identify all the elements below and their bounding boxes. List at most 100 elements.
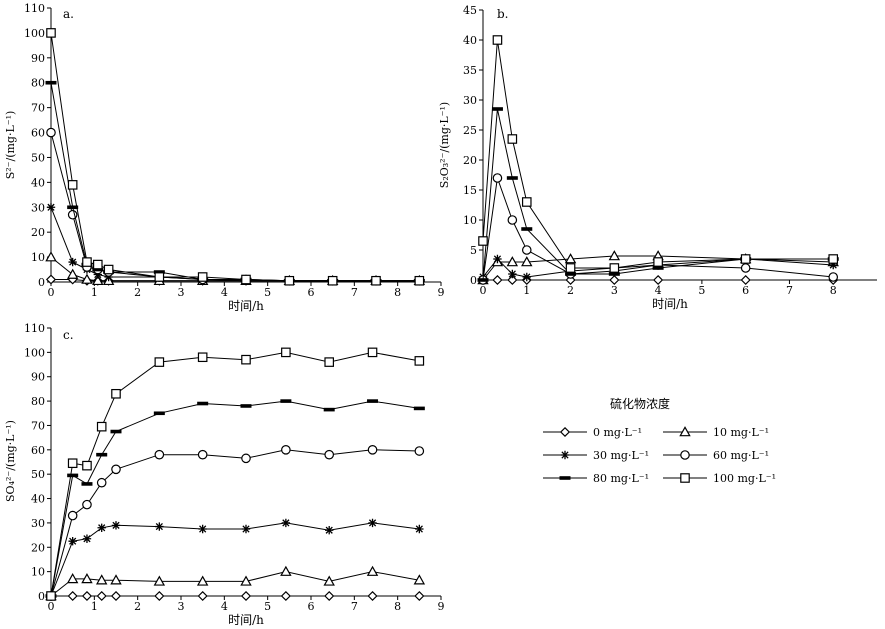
y-tick-label: 30 [31, 201, 45, 214]
data-point [521, 197, 532, 207]
x-tick-label: 2 [134, 286, 141, 299]
data-point [46, 591, 56, 601]
data-point [110, 590, 122, 602]
data-point [653, 274, 664, 286]
data-point [828, 272, 839, 282]
data-point [653, 257, 663, 267]
legend-label: 30 mg·L⁻¹ [593, 449, 649, 462]
x-tick-label: 3 [611, 284, 618, 297]
data-point [565, 272, 577, 276]
y-tick-label: 0 [38, 276, 45, 289]
data-point [521, 227, 533, 231]
data-point [104, 272, 113, 282]
y-tick-label: 45 [463, 4, 477, 17]
data-point [506, 256, 519, 267]
y-tick-label: 80 [31, 77, 45, 90]
legend-entry: 60 mg·L⁻¹ [663, 449, 769, 462]
y-tick-label: 90 [31, 52, 45, 65]
x-tick-label: 8 [830, 284, 837, 297]
data-point [45, 274, 57, 285]
data-point [521, 256, 533, 267]
data-point [82, 460, 92, 471]
x-tick-label: 2 [567, 284, 574, 297]
data-point [284, 275, 295, 286]
data-point [415, 524, 424, 534]
x-tick-label: 8 [394, 600, 401, 613]
panel-label: a. [63, 7, 74, 21]
legend-entry: 100 mg·L⁻¹ [663, 472, 776, 485]
data-point [367, 399, 379, 403]
data-point [241, 274, 251, 285]
legend-label: 60 mg·L⁻¹ [713, 449, 769, 462]
series-square [46, 28, 425, 286]
series-circle [46, 127, 425, 286]
y-tick-label: 80 [31, 395, 45, 408]
x-tick-label: 6 [742, 284, 749, 297]
series-circle [46, 445, 425, 601]
data-point [154, 590, 165, 602]
data-point [366, 565, 379, 576]
data-point [46, 203, 56, 212]
chart-a: 0 1 2 3 4 5 6 7 8 90102030405060708090100110时间/hS… [4, 2, 445, 313]
y-tick-label: 10 [31, 251, 45, 264]
y-tick-label: 20 [463, 154, 477, 167]
data-point [829, 260, 838, 270]
data-point [45, 251, 57, 262]
data-point [507, 215, 518, 225]
data-point [565, 263, 576, 273]
y-tick-label: 100 [24, 346, 45, 359]
y-tick-label: 5 [470, 244, 477, 257]
y-tick-label: 90 [31, 371, 45, 384]
x-tick-label: 9 [438, 600, 445, 613]
legend-marker [680, 473, 690, 483]
data-point [367, 445, 378, 455]
data-point [522, 272, 531, 282]
y-tick-label: 110 [24, 2, 45, 15]
data-point [81, 273, 93, 284]
x-tick-label: 8 [394, 286, 401, 299]
data-point [507, 274, 518, 286]
data-point [608, 272, 620, 276]
chart-b: 0 1 2 3 4 5 6 7 8051015202530354045时间/hS₂O₃²⁻/(m… [438, 4, 877, 311]
x-tick-label: 1 [91, 286, 98, 299]
data-point [492, 173, 503, 183]
data-point [197, 272, 208, 282]
data-point [155, 522, 164, 531]
legend-marker [679, 426, 691, 437]
y-tick-label: 60 [31, 127, 45, 140]
y-tick-label: 15 [463, 184, 477, 197]
data-point [323, 575, 335, 586]
series-line [50, 32, 420, 282]
legend-label: 10 mg·L⁻¹ [713, 426, 769, 439]
x-tick-label: 3 [178, 600, 185, 613]
series-triangle [45, 565, 426, 601]
data-point [68, 257, 77, 267]
data-point [110, 574, 122, 585]
data-point [414, 356, 425, 366]
data-point [491, 107, 503, 111]
data-point [92, 259, 103, 270]
data-point [493, 254, 502, 264]
x-tick-label: 4 [221, 286, 228, 299]
data-point [280, 399, 292, 403]
x-tick-label: 5 [698, 284, 705, 297]
y-tick-label: 20 [31, 226, 45, 239]
data-point [96, 477, 107, 488]
data-point [368, 518, 377, 528]
series-diamond [477, 274, 839, 286]
chart-c: 0 1 2 3 4 5 6 7 8 90102030405060708090100110时间/hS… [4, 322, 445, 627]
series-bar [45, 399, 425, 598]
data-point [740, 254, 751, 264]
x-tick-label: 7 [786, 284, 793, 297]
y-axis-label: S²⁻/(mg·L⁻¹) [4, 111, 17, 180]
data-point [96, 590, 107, 602]
legend-label: 80 mg·L⁻¹ [593, 472, 649, 485]
y-tick-label: 50 [31, 468, 45, 481]
y-axis-label: S₂O₃²⁻/(mg·L⁻¹) [438, 102, 451, 188]
y-tick-label: 20 [31, 541, 45, 554]
data-point [327, 275, 338, 286]
legend-marker [560, 450, 570, 460]
data-point [67, 510, 78, 521]
data-point [609, 263, 620, 273]
data-point [325, 526, 334, 535]
